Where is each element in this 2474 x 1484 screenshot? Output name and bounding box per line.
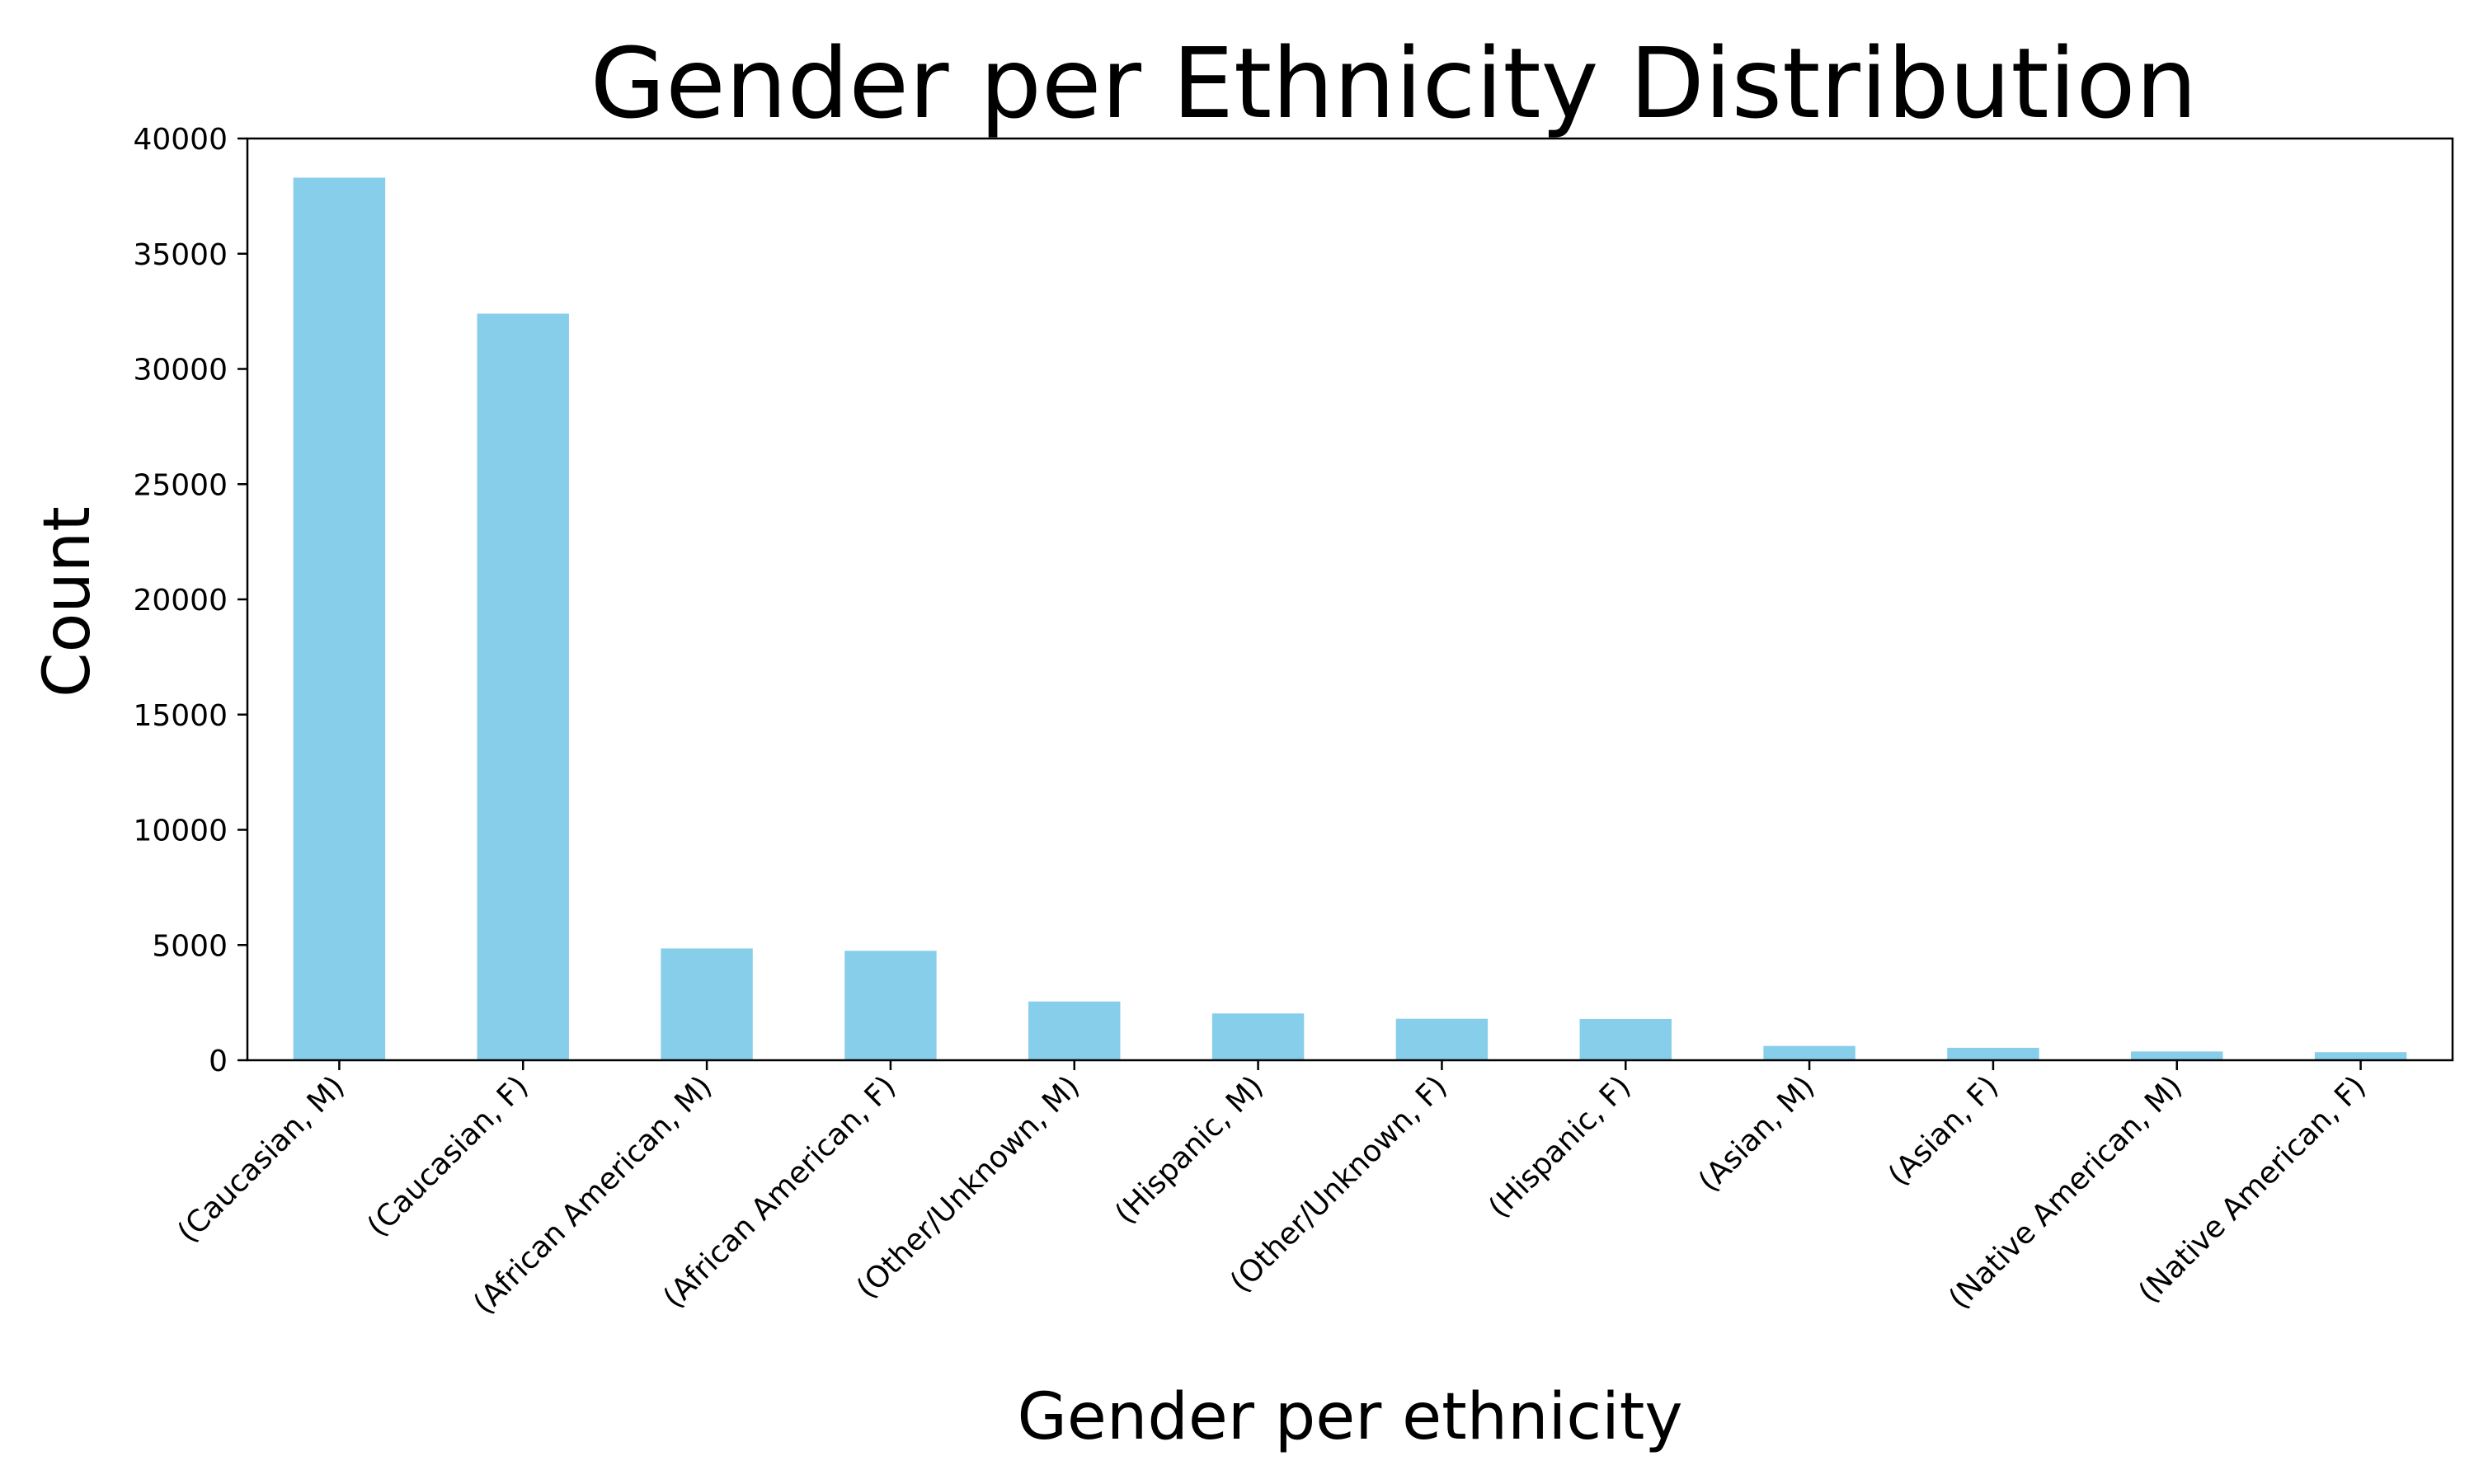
bar-0 [293, 177, 386, 1060]
bar-4 [1028, 1001, 1121, 1060]
x-tick-label: (Hispanic, M) [1109, 1069, 1270, 1230]
bar-5 [1211, 1013, 1305, 1060]
x-tick-label: (Hispanic, F) [1482, 1069, 1637, 1224]
y-tick-label: 40000 [133, 123, 228, 157]
plot-area [293, 177, 2407, 1060]
x-tick-label: (Asian, M) [1692, 1069, 1821, 1198]
y-axis: 0 5000 10000 15000 20000 25000 30000 35000 40000 [133, 123, 247, 1078]
x-axis-title: Gender per ethnicity [1017, 1380, 1682, 1454]
y-tick-label: 10000 [133, 815, 228, 848]
bar-1 [477, 313, 569, 1060]
y-tick-label: 5000 [152, 929, 228, 963]
y-tick-label: 15000 [133, 699, 228, 733]
x-axis: (Caucasian, M) (Caucasian, F)(African Ame… [172, 1060, 2373, 1321]
x-tick-label: (Asian, F) [1882, 1069, 2005, 1192]
bar-10 [2131, 1051, 2223, 1060]
bar-6 [1395, 1018, 1489, 1060]
y-tick-label: 35000 [133, 238, 228, 272]
bar-3 [844, 951, 937, 1060]
y-tick-label: 25000 [133, 468, 228, 502]
x-tick-label: (Caucasian, M) [172, 1069, 351, 1249]
x-tick-label: (Caucasian, F) [361, 1069, 535, 1243]
bar-8 [1763, 1045, 1856, 1060]
bar-2 [661, 948, 753, 1060]
y-tick-label: 20000 [133, 584, 228, 618]
bar-9 [1947, 1047, 2039, 1060]
bar-7 [1579, 1018, 1672, 1060]
plot-frame [246, 137, 2454, 1062]
y-axis-title: Count [31, 506, 105, 697]
y-tick-label: 0 [209, 1045, 228, 1078]
bar-11 [2314, 1052, 2407, 1060]
y-tick-label: 30000 [133, 354, 228, 387]
chart-title: Gender per Ethnicity Distribution [590, 26, 2198, 140]
